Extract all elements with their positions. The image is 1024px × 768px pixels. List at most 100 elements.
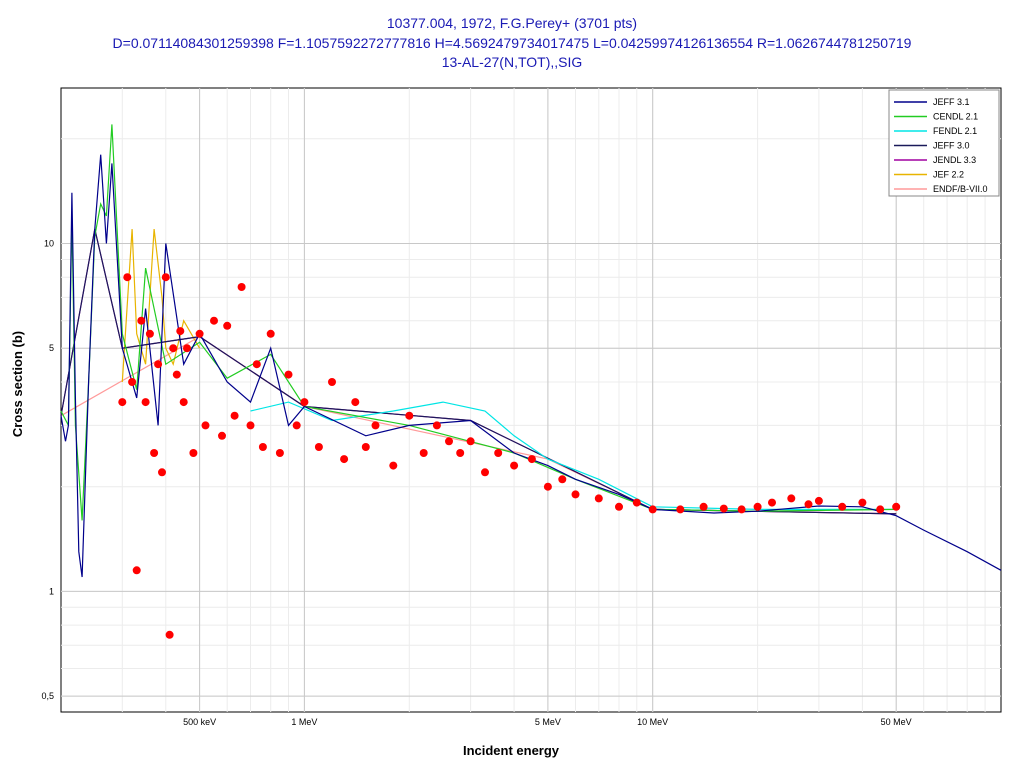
experimental-point [632, 498, 641, 507]
experimental-point [300, 398, 309, 407]
experimental-point [165, 630, 174, 639]
chart-title: 10377.004, 1972, F.G.Perey+ (3701 pts) D… [113, 15, 912, 70]
title-line-1: 10377.004, 1972, F.G.Perey+ (3701 pts) [387, 15, 637, 31]
experimental-point [172, 370, 181, 379]
tick-labels: 500 keV 1 MeV 5 MeV 10 MeV 50 MeV 0,5 1 5 10 [41, 239, 911, 728]
y-tick-label: 10 [44, 239, 54, 249]
experimental-point [246, 421, 255, 430]
legend-label: CENDL 2.1 [933, 112, 978, 122]
x-tick-label: 5 MeV [535, 717, 561, 727]
experimental-point [371, 421, 380, 430]
experimental-point [340, 455, 349, 464]
experimental-point [571, 490, 580, 499]
series-line-jef-2-2 [121, 229, 201, 383]
plot-area [60, 87, 1002, 713]
experimental-point [543, 482, 552, 491]
experimental-point [176, 327, 185, 336]
experimental-point [615, 502, 623, 511]
experimental-point [284, 370, 293, 379]
experimental-point [145, 329, 154, 338]
experimental-point [419, 449, 428, 457]
legend-label: JEFF 3.1 [933, 97, 970, 107]
experimental-point [195, 329, 204, 338]
experimental-point [218, 431, 226, 440]
experimental-point [768, 498, 776, 507]
experimental-point [118, 398, 127, 407]
y-tick-label: 1 [49, 586, 54, 596]
experimental-point [179, 398, 188, 407]
x-axis-label: Incident energy [463, 743, 560, 758]
legend-label: ENDF/B-VII.0 [933, 184, 988, 194]
legend: JEFF 3.1 CENDL 2.1 FENDL 2.1 JEFF 3.0 JENDL … [888, 89, 1000, 197]
experimental-point [314, 443, 323, 451]
experimental-point [481, 468, 489, 477]
experimental-point [141, 398, 150, 407]
title-line-3: 13-AL-27(N,TOT),,SIG [442, 54, 583, 70]
experimental-point [405, 411, 414, 420]
experimental-point [161, 273, 170, 282]
experimental-point [648, 505, 657, 514]
experimental-point [858, 498, 867, 507]
experimental-point [719, 504, 728, 513]
experimental-point [201, 421, 210, 430]
experimental-point [132, 566, 141, 575]
experimental-point [210, 316, 218, 325]
experimental-point [838, 502, 847, 511]
experimental-point [128, 378, 137, 386]
experimental-point [558, 475, 567, 484]
legend-label: JEF 2.2 [933, 170, 964, 180]
experimental-point [892, 502, 901, 511]
experimental-point [737, 505, 746, 514]
experimental-point [169, 344, 178, 353]
experimental-point [252, 360, 261, 369]
experimental-point [445, 437, 453, 446]
legend-label: JEFF 3.0 [933, 141, 970, 151]
experimental-point [223, 321, 232, 330]
experimental-data-layer [118, 273, 901, 639]
series-line-jeff-3-0 [60, 228, 897, 515]
experimental-point [183, 344, 191, 353]
x-tick-label: 1 MeV [291, 717, 317, 727]
experimental-point [123, 273, 132, 282]
title-line-2: D=0.07114084301259398 F=1.10575922727778… [113, 35, 912, 51]
experimental-point [676, 505, 685, 514]
experimental-point [351, 398, 360, 407]
x-tick-label: 10 MeV [637, 717, 668, 727]
experimental-point [814, 496, 823, 505]
experimental-point [527, 455, 536, 464]
experimental-point [699, 502, 708, 511]
legend-label: JENDL 3.3 [933, 155, 976, 165]
grid [61, 88, 1001, 712]
experimental-point [230, 411, 239, 420]
series-line-fendl-2-1 [250, 401, 897, 510]
experimental-point [456, 449, 465, 457]
y-tick-label: 5 [49, 343, 54, 353]
experimental-point [753, 502, 762, 511]
experimental-point [432, 421, 441, 430]
experimental-point [150, 449, 159, 457]
x-tick-label: 50 MeV [881, 717, 912, 727]
experimental-point [787, 494, 796, 503]
experimental-point [154, 360, 163, 369]
x-tick-label: 500 keV [183, 717, 216, 727]
experimental-point [361, 443, 370, 451]
experimental-point [137, 316, 146, 325]
experimental-point [266, 329, 275, 338]
experimental-point [292, 421, 301, 430]
experimental-point [804, 500, 813, 509]
experimental-point [510, 461, 519, 470]
series-line-jeff-3-1 [60, 154, 1002, 578]
y-tick-label: 0,5 [41, 691, 54, 701]
experimental-point [389, 461, 398, 470]
experimental-point [158, 468, 166, 477]
experimental-point [494, 449, 503, 457]
experimental-point [275, 449, 284, 457]
experimental-point [328, 378, 336, 386]
experimental-point [258, 443, 267, 451]
y-axis-label: Cross section (b) [10, 331, 25, 437]
legend-box [888, 89, 1000, 197]
experimental-point [876, 505, 885, 514]
legend-label: FENDL 2.1 [933, 126, 977, 136]
experimental-point [237, 283, 246, 291]
